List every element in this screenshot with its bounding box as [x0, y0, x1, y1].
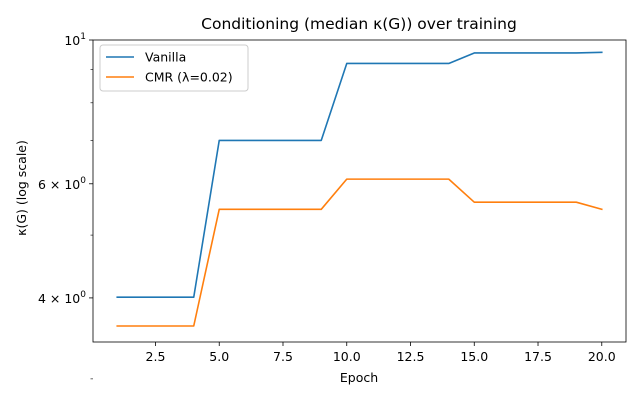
y-tick-label: 4 × 100 [38, 290, 86, 306]
legend-box [99, 44, 249, 92]
axes-frame [92, 39, 627, 343]
series-line-cmr-0-02 [116, 178, 603, 327]
x-tick-label: 2.5 [146, 349, 166, 364]
y-axis-label: κ(G) (log scale) [14, 140, 29, 236]
legend-label-cmr-0-02: CMR (λ=0.02) [145, 70, 233, 85]
legend: Vanilla CMR (λ=0.02) [99, 44, 249, 92]
x-tick-label: 17.5 [524, 349, 552, 364]
x-tick-label: 15.0 [460, 349, 488, 364]
y-tick-exponent: 0 [80, 176, 86, 186]
legend-label-vanilla: Vanilla [145, 50, 186, 65]
x-axis-label: Epoch [340, 370, 378, 385]
series-line-vanilla [116, 51, 603, 299]
chart-title: Conditioning (median κ(G)) over training [201, 15, 517, 33]
x-tick-label: 7.5 [273, 349, 293, 364]
x-tick-label: 20.0 [588, 349, 616, 364]
x-tick-label: 10.0 [333, 349, 361, 364]
x-tick-label: 5.0 [209, 349, 229, 364]
plot-area: 2.5 5.0 7.5 10.0 12.5 15.0 17.5 20.0 4 × 100 6 × … [38, 32, 627, 380]
y-tick-label: 101 [64, 32, 86, 48]
x-tick-label: 12.5 [397, 349, 425, 364]
y-tick-label: 6 × 100 [38, 176, 86, 192]
y-tick-exponent: 1 [80, 32, 86, 42]
y-tick-exponent: 0 [80, 290, 86, 300]
